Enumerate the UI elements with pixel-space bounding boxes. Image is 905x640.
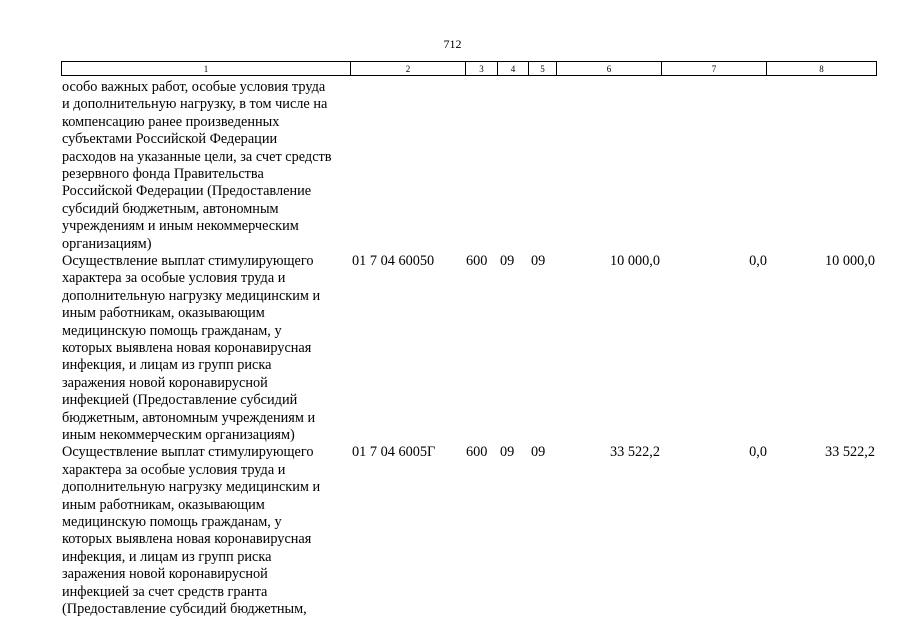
cell-text: медицинскую помощь гражданам, у <box>62 322 282 339</box>
cell-text: субсидий бюджетным, автономным <box>62 200 279 217</box>
cell-text: заражения новой коронавирусной <box>62 566 268 583</box>
cell-text: иным некоммерческим организациям) <box>62 427 295 443</box>
header-cell: 4 <box>497 61 529 76</box>
cell-text: которых выявлена новая коронавирусная <box>62 531 312 548</box>
header-cell: 5 <box>528 61 557 76</box>
header-cell: 2 <box>350 61 466 76</box>
cell-text: учреждениям и иным некоммерческим <box>62 218 299 235</box>
cell-text: дополнительную нагрузку медицинским и <box>62 479 321 496</box>
cell-text: характера за особые условия труда и <box>62 461 286 478</box>
header-cell: 7 <box>661 61 767 76</box>
cell-value: 10 000,0 <box>609 253 660 269</box>
cell-text: Осуществление выплат стимулирующего <box>62 253 314 269</box>
cell-text: расходов на указанные цели, за счет сред… <box>62 148 332 165</box>
cell-text: иным работникам, оказывающим <box>62 496 265 513</box>
cell-text: Осуществление выплат стимулирующего <box>62 444 314 461</box>
cell-text: инфекция, и лицам из групп риска <box>62 357 272 374</box>
cell-value: 09 <box>531 444 546 461</box>
header-cell: 1 <box>61 61 351 76</box>
cell-value: 09 <box>500 253 515 269</box>
header-cell: 8 <box>766 61 877 76</box>
cell-text: субъектами Российской Федерации <box>62 131 278 148</box>
page-number: 712 <box>443 37 462 51</box>
cell-text: которых выявлена новая коронавирусная <box>62 340 312 356</box>
cell-text: дополнительную нагрузку медицинским и <box>62 287 321 304</box>
cell-value: 0,0 <box>749 444 767 461</box>
cell-text: инфекцией за счет средств гранта <box>62 583 268 600</box>
header-cell: 6 <box>556 61 662 76</box>
cell-text: заражения новой коронавирусной <box>62 374 268 391</box>
cell-value: 33 522,2 <box>824 444 875 461</box>
cell-text: (Предоставление субсидий бюджетным, <box>62 601 307 617</box>
cell-text: бюджетным, автономным учреждениям и <box>62 409 316 426</box>
cell-text: резервного фонда Правительства <box>62 166 264 182</box>
cell-value: 600 <box>466 444 488 461</box>
cell-value: 01 7 04 6005Г <box>352 444 436 461</box>
cell-value: 01 7 04 60050 <box>352 253 435 269</box>
cell-value: 09 <box>531 253 546 269</box>
cell-value: 0,0 <box>749 253 767 269</box>
cell-text: инфекцией (Предоставление субсидий <box>62 392 298 409</box>
cell-text: и дополнительную нагрузку, в том числе н… <box>62 96 328 113</box>
cell-text: организациям) <box>62 235 152 252</box>
cell-text: характера за особые условия труда и <box>62 270 286 287</box>
cell-value: 600 <box>466 253 488 269</box>
cell-value: 33 522,2 <box>609 444 660 461</box>
cell-text: инфекция, и лицам из групп риска <box>62 548 272 565</box>
cell-text: иным работникам, оказывающим <box>62 305 265 322</box>
cell-value: 09 <box>500 444 515 461</box>
cell-text: медицинскую помощь гражданам, у <box>62 514 282 530</box>
cell-text: особо важных работ, особые условия труда <box>62 79 326 95</box>
cell-text: компенсацию ранее произведенных <box>62 113 280 130</box>
cell-value: 10 000,0 <box>824 253 875 269</box>
header-cell: 3 <box>465 61 498 76</box>
cell-text: Российской Федерации (Предоставление <box>62 183 312 200</box>
